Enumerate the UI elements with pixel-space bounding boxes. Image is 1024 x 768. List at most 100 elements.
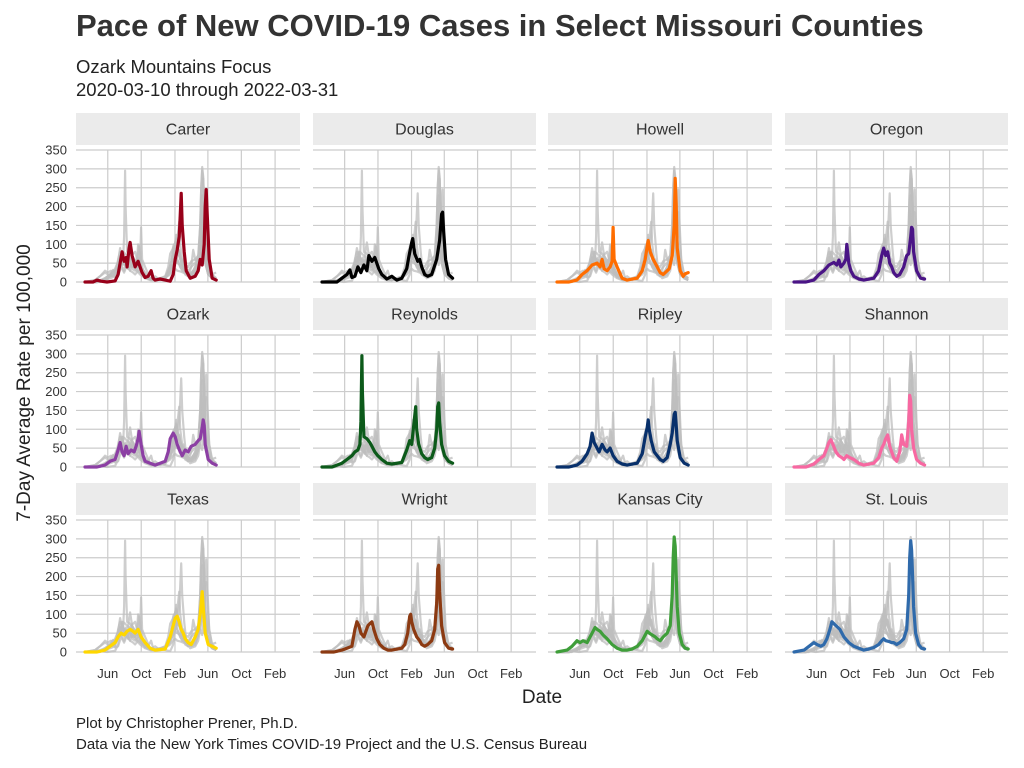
- panel-ozark: Ozark: [76, 298, 300, 469]
- y-tick-label: 300: [45, 346, 67, 361]
- panel-douglas: Douglas: [313, 113, 536, 284]
- x-tick-label: Oct: [231, 666, 252, 681]
- facet-label: Douglas: [395, 122, 454, 139]
- caption-author: Plot by Christopher Prener, Ph.D.: [76, 715, 298, 732]
- panel-oregon: Oregon: [785, 113, 1008, 284]
- context-series-line: [85, 379, 217, 469]
- facet-label: Ripley: [638, 307, 682, 324]
- y-tick-label: 250: [45, 365, 67, 380]
- x-tick-label: Oct: [368, 666, 389, 681]
- highlight-series-line: [320, 563, 455, 654]
- y-tick-label: 300: [45, 531, 67, 546]
- context-series-line: [794, 379, 925, 469]
- y-tick-label: 100: [45, 422, 67, 437]
- panel-carter: Carter: [76, 113, 300, 284]
- y-tick-label: 0: [60, 275, 67, 290]
- facet-label: Reynolds: [391, 307, 458, 324]
- facet-strip: [785, 483, 1008, 515]
- highlight-series-line: [792, 539, 927, 654]
- facet-strip: [76, 483, 300, 515]
- context-series-line: [85, 194, 217, 284]
- x-tick-label: Feb: [264, 666, 286, 681]
- x-tick-label: Jun: [569, 666, 590, 681]
- chart-subtitle: Ozark Mountains Focus: [76, 56, 272, 77]
- y-tick-label: 150: [45, 403, 67, 418]
- context-series-line: [85, 564, 217, 654]
- panel-wright: Wright: [313, 483, 536, 654]
- y-tick-label: 0: [60, 645, 67, 660]
- facet-strip: [548, 483, 772, 515]
- y-tick-label: 50: [53, 256, 67, 271]
- y-tick-label: 50: [53, 626, 67, 641]
- y-axis-title: 7-Day Average Rate per 100,000: [14, 244, 35, 521]
- y-tick-label: 200: [45, 569, 67, 584]
- y-tick-label: 300: [45, 161, 67, 176]
- facet-strip: [313, 298, 536, 330]
- facet-label: Texas: [167, 492, 209, 509]
- x-tick-label: Oct: [603, 666, 624, 681]
- y-tick-label: 350: [45, 328, 67, 343]
- context-series-line: [557, 564, 689, 654]
- highlight-series-line: [792, 393, 927, 469]
- x-tick-label: Feb: [164, 666, 186, 681]
- highlight-series-line: [320, 354, 455, 469]
- y-tick-label: 200: [45, 199, 67, 214]
- facet-label: Shannon: [864, 307, 928, 324]
- x-tick-label: Feb: [500, 666, 522, 681]
- facet-label: Howell: [636, 122, 684, 139]
- panel-texas: Texas: [76, 483, 300, 654]
- panel-howell: Howell: [548, 113, 772, 284]
- x-tick-label: Feb: [400, 666, 422, 681]
- facet-strip: [785, 298, 1008, 330]
- x-tick-label: Jun: [669, 666, 690, 681]
- x-tick-label: Feb: [636, 666, 658, 681]
- x-tick-label: Jun: [806, 666, 827, 681]
- y-tick-label: 250: [45, 550, 67, 565]
- y-tick-label: 250: [45, 180, 67, 195]
- facet-strip: [785, 113, 1008, 145]
- facet-label: Kansas City: [617, 492, 702, 509]
- facet-label: St. Louis: [865, 492, 927, 509]
- x-tick-label: Oct: [703, 666, 724, 681]
- highlight-series-line: [555, 176, 690, 284]
- x-tick-label: Oct: [840, 666, 861, 681]
- x-axis-title: Date: [522, 687, 562, 708]
- x-tick-label: Oct: [939, 666, 960, 681]
- x-tick-label: Jun: [97, 666, 118, 681]
- facet-strip: [548, 298, 772, 330]
- x-tick-label: Oct: [467, 666, 488, 681]
- panel-ripley: Ripley: [548, 298, 772, 469]
- x-tick-label: Feb: [872, 666, 894, 681]
- y-tick-label: 150: [45, 588, 67, 603]
- chart-date-range: 2020-03-10 through 2022-03-31: [76, 79, 339, 100]
- highlight-series-line: [555, 535, 690, 654]
- facet-strip: [76, 113, 300, 145]
- y-tick-label: 350: [45, 143, 67, 158]
- facet-strip: [76, 298, 300, 330]
- facet-label: Ozark: [167, 307, 211, 324]
- panel-st-louis: St. Louis: [785, 483, 1008, 654]
- x-tick-label: Jun: [906, 666, 927, 681]
- facet-strip: [313, 483, 536, 515]
- x-tick-label: Feb: [736, 666, 758, 681]
- highlight-series-line: [83, 418, 218, 469]
- highlight-series-line: [83, 188, 218, 284]
- x-tick-label: Jun: [197, 666, 218, 681]
- y-tick-label: 50: [53, 441, 67, 456]
- y-tick-label: 200: [45, 384, 67, 399]
- x-tick-label: Jun: [434, 666, 455, 681]
- x-tick-label: Feb: [972, 666, 994, 681]
- facet-label: Oregon: [870, 122, 923, 139]
- y-tick-label: 350: [45, 513, 67, 528]
- panel-shannon: Shannon: [785, 298, 1008, 469]
- context-series-line: [794, 194, 925, 284]
- facet-label: Wright: [402, 492, 448, 509]
- facet-label: Carter: [166, 122, 211, 139]
- y-tick-label: 150: [45, 218, 67, 233]
- facet-strip: [548, 113, 772, 145]
- highlight-series-line: [83, 590, 218, 654]
- facet-strip: [313, 113, 536, 145]
- y-tick-label: 100: [45, 237, 67, 252]
- y-tick-label: 100: [45, 607, 67, 622]
